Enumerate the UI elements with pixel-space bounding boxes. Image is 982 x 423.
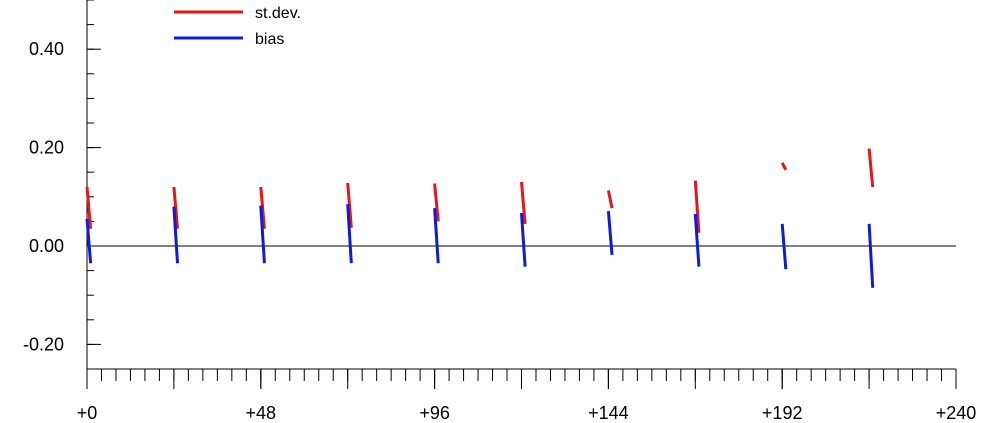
axes: 0.40 0.20 0.00 -0.20 +0 +48 +96 +144 +192 +240 [23,0,976,423]
series-segment [693,180,701,233]
x-tick-label: +144 [588,403,629,423]
series-segment [433,183,440,222]
series-segment [346,204,353,264]
series-segment [172,186,180,229]
series-segment [259,205,266,264]
series-segment [606,190,614,209]
series-segment [780,162,788,171]
x-tick-label: +96 [419,403,450,423]
y-tick-label: -0.20 [23,334,64,354]
series-segment [693,213,701,267]
series-group [85,148,875,288]
series-segment [172,206,180,264]
series-st-dev [85,148,875,233]
series-segment [433,208,440,264]
legend-label: bias [255,31,284,48]
series-segment [520,181,527,224]
series-segment [867,223,875,288]
y-tick-label: 0.40 [29,39,64,59]
series-bias [85,204,875,288]
y-tick-label: 0.00 [29,236,64,256]
x-tick-label: +240 [936,403,977,423]
series-segment [346,182,353,228]
x-tick-label: +0 [77,403,98,423]
y-tick-label: 0.20 [29,138,64,158]
series-segment [780,223,788,270]
series-segment [867,148,875,188]
series-segment [520,212,527,267]
series-segment [85,186,93,229]
series-segment [85,218,93,264]
series-segment [259,186,266,229]
legend: st.dev. bias [174,5,301,48]
series-segment [606,210,614,255]
x-tick-label: +192 [762,403,803,423]
legend-label: st.dev. [255,5,301,22]
x-tick-label: +48 [246,403,277,423]
